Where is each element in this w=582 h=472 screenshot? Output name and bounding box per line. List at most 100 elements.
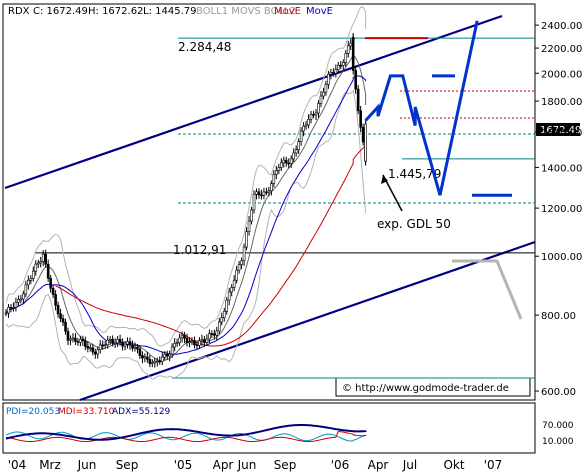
candle-body <box>279 162 283 168</box>
candle-body <box>56 304 60 315</box>
candle-body <box>317 103 320 114</box>
candle-body <box>14 301 18 308</box>
candle-body <box>138 348 142 356</box>
candle-body <box>31 270 35 279</box>
x-tick-label: '07 <box>484 458 503 472</box>
candle-body <box>294 149 298 154</box>
ma200-line <box>55 143 367 347</box>
x-tick-label: Apr <box>213 458 234 472</box>
candle-body <box>332 72 335 74</box>
candle-body <box>277 167 281 171</box>
candle-body <box>66 331 70 341</box>
candle-body <box>252 193 256 211</box>
x-tick-label: '06 <box>331 458 350 472</box>
candle-body <box>235 269 238 281</box>
candle-body <box>24 284 28 295</box>
candle-body <box>257 191 261 196</box>
indicator-mdi: MDI=33.710 <box>58 407 115 417</box>
candle-body <box>247 220 251 232</box>
candle-body <box>71 337 75 340</box>
candle-body <box>270 183 273 192</box>
candle-body <box>195 344 199 346</box>
candle-body <box>341 62 345 66</box>
header-symbol: RDX <box>8 6 30 17</box>
candle-body <box>292 152 295 160</box>
candle-body <box>89 347 92 350</box>
candle-body <box>9 306 13 309</box>
last-price-label: 1672.49 <box>540 125 581 136</box>
candle-body <box>188 341 191 344</box>
candle-body <box>222 311 226 318</box>
level-prior-label: 1.012,91 <box>173 243 226 257</box>
candle-body <box>51 288 55 295</box>
candle-body <box>356 88 360 112</box>
y-tick-label: 1800.00 <box>541 97 582 108</box>
candle-body <box>123 343 127 347</box>
y-tick-label: 600.00 <box>541 387 576 398</box>
candle-body <box>64 321 67 332</box>
candle-body <box>128 341 132 346</box>
candle-body <box>302 125 305 132</box>
candle-body <box>54 294 57 306</box>
decor-layer <box>4 14 536 402</box>
candle-body <box>299 130 303 142</box>
candle-body <box>46 263 50 279</box>
candle-body <box>36 262 40 265</box>
x-tick-label: Okt <box>443 458 464 472</box>
pdi-line <box>5 431 367 442</box>
candle-body <box>146 356 149 360</box>
candle-body <box>334 69 338 74</box>
candle-body <box>230 287 233 293</box>
candle-body <box>93 351 97 355</box>
candle-body <box>351 37 355 71</box>
indicator-axis-70: 70.000 <box>542 421 574 431</box>
candle-body <box>250 209 253 222</box>
candle-body <box>61 318 65 323</box>
candle-body <box>76 341 80 343</box>
y-tick-label: 800.00 <box>541 311 576 322</box>
adx-line <box>5 424 367 441</box>
candle-body <box>309 114 313 120</box>
candle-body <box>7 306 10 314</box>
candle-body <box>242 246 246 262</box>
y-tick-label: 1600.00 <box>541 128 582 139</box>
candle-body <box>208 333 211 340</box>
x-tick-label: Sep <box>274 458 297 472</box>
candle-body <box>205 338 209 343</box>
indicator-axis-10: 10.000 <box>542 437 574 447</box>
candle-body <box>148 358 152 364</box>
bollinger-lower-line <box>5 89 367 380</box>
candle-body <box>151 362 154 365</box>
candle-body <box>111 338 114 344</box>
candle-body <box>314 112 318 116</box>
candle-body <box>359 110 362 128</box>
y-tick-label: 2400.00 <box>541 21 582 32</box>
candle-body <box>232 279 236 288</box>
candle-body <box>19 298 23 301</box>
upper-channel-line <box>4 14 503 190</box>
candle-body <box>27 280 30 286</box>
candle-body <box>275 170 278 175</box>
header-move1: MovE <box>274 6 301 17</box>
candle-body <box>245 231 248 248</box>
candle-body <box>12 307 15 309</box>
candle-body <box>210 333 214 335</box>
candle-body <box>255 191 258 195</box>
candle-body <box>265 191 268 194</box>
candle-body <box>44 253 47 265</box>
level-low-label: 1.445,79 <box>388 167 441 181</box>
candle-body <box>307 118 310 126</box>
candle-body <box>354 70 357 90</box>
candle-body <box>168 353 171 357</box>
candle-body <box>143 356 147 359</box>
candle-body <box>364 123 367 162</box>
candle-body <box>163 354 167 358</box>
y-tick-label: 2200.00 <box>541 44 582 55</box>
candle-body <box>339 64 343 67</box>
x-tick-label: '04 <box>8 458 27 472</box>
candle-body <box>322 91 325 97</box>
projection-line <box>364 20 479 196</box>
candle-body <box>183 334 186 339</box>
candle-body <box>41 253 45 262</box>
